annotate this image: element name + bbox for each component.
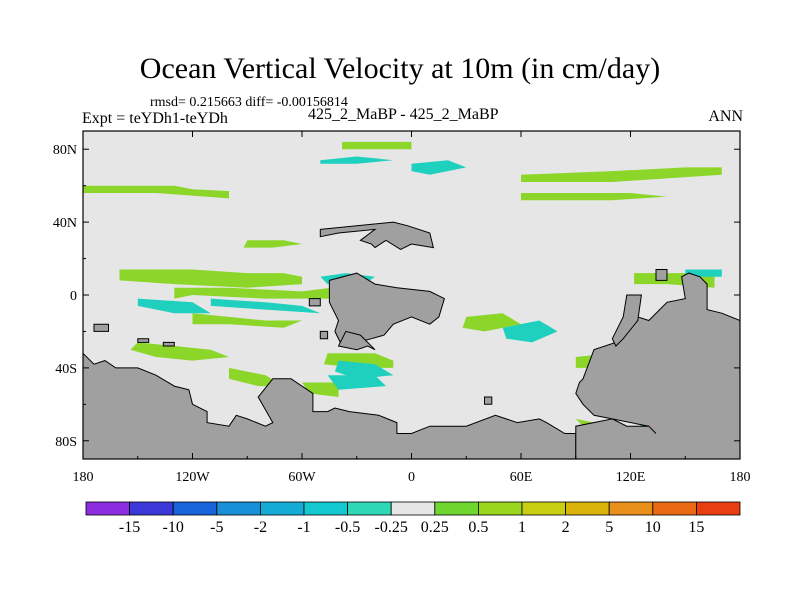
colorbar-swatch (347, 501, 392, 516)
colorbar: -15 -10 -5 -2 -1 -0.5 -0.25 0.25 0.5 1 2 5 10 15 (85, 501, 741, 536)
positive-patch-28 (342, 141, 412, 150)
land-mass-12 (611, 294, 642, 347)
land-mass-10 (575, 272, 740, 459)
x-tick-label: 180 (73, 470, 94, 485)
positive-patch-16 (192, 313, 302, 328)
stats-line: rmsd= 0.215663 diff= -0.00156814 (150, 95, 348, 110)
colorbar-label: 10 (645, 519, 661, 536)
positive-patch-27 (243, 240, 302, 248)
y-tick-label: 0 (70, 289, 77, 304)
y-tick-label: 80S (55, 435, 77, 450)
colorbar-swatch (696, 501, 741, 516)
colorbar-label: 0.5 (468, 519, 488, 536)
land-mass-3 (308, 298, 321, 307)
colorbar-label: -0.25 (375, 519, 408, 536)
x-tick-label: 120E (616, 470, 646, 485)
colorbar-swatch (477, 501, 523, 516)
positive-patch-15 (174, 287, 332, 299)
negative-patch-35 (320, 156, 394, 164)
season-label: ANN (708, 108, 743, 125)
colorbar-label: -15 (119, 519, 140, 536)
negative-patch-31 (210, 298, 321, 314)
experiment-label: Expt = teYDh1-teYDh (82, 110, 228, 127)
land-mass-8 (83, 352, 577, 459)
colorbar-swatch (608, 501, 654, 516)
colorbar-label: -5 (210, 519, 223, 536)
colorbar-label: 0.25 (421, 519, 449, 536)
colorbar-swatch (390, 501, 436, 516)
positive-patch-26 (521, 193, 667, 201)
land-mass-4 (319, 330, 329, 340)
positive-patch-17 (130, 342, 229, 361)
land-mass-0 (319, 221, 435, 250)
colorbar-swatch (652, 501, 697, 516)
negative-patch-32 (334, 360, 394, 379)
colorbar-label: -2 (254, 519, 267, 536)
negative-patch-41 (502, 320, 558, 343)
colorbar-label: -1 (297, 519, 310, 536)
y-tick-label: 40S (55, 362, 77, 377)
colorbar-label: -0.5 (335, 519, 360, 536)
positive-patch-14 (119, 269, 302, 288)
colorbar-swatch (565, 501, 610, 516)
x-tick-label: 0 (408, 470, 415, 485)
positive-patch-13 (83, 185, 229, 199)
x-tick-label: 60E (510, 470, 533, 485)
x-tick-label: 120W (175, 470, 210, 485)
land-mass-11 (655, 269, 668, 281)
colorbar-label: 1 (518, 519, 526, 536)
negative-patch-36 (411, 160, 467, 175)
land-mass-7 (162, 341, 175, 347)
colorbar-swatch (129, 501, 174, 516)
negative-patch-33 (327, 375, 386, 390)
land-mass-5 (93, 323, 109, 332)
colorbar-swatch (434, 501, 479, 516)
colorbar-swatch (259, 501, 305, 516)
land-mass-6 (137, 338, 150, 343)
colorbar-label: -10 (163, 519, 184, 536)
colorbar-label: 15 (688, 519, 704, 536)
x-tick-label: 180 (730, 470, 751, 485)
colorbar-swatch (303, 501, 348, 516)
x-tick-label: 60W (288, 470, 316, 485)
field-layer (83, 141, 740, 459)
land-mass-9 (484, 396, 493, 405)
colorbar-label: 5 (605, 519, 613, 536)
land-mass-1 (328, 272, 446, 347)
colorbar-swatch (216, 501, 261, 516)
center-label: 425_2_MaBP - 425_2_MaBP (308, 106, 499, 123)
y-tick-label: 80N (53, 143, 77, 158)
axes: 180 120W 60W 0 60E 120E 180 80N 40N 0 40S 80S (53, 131, 751, 485)
colorbar-swatch (521, 501, 566, 516)
colorbar-swatch (85, 501, 130, 516)
y-tick-label: 40N (53, 216, 77, 231)
positive-patch-25 (521, 167, 722, 182)
land-mass-2 (337, 330, 376, 351)
chart-title: Ocean Vertical Velocity at 10m (in cm/da… (139, 52, 661, 85)
colorbar-label: 2 (562, 519, 570, 536)
positive-patch-20 (462, 313, 521, 332)
colorbar-swatch (172, 501, 218, 516)
negative-patch-40 (137, 298, 211, 314)
